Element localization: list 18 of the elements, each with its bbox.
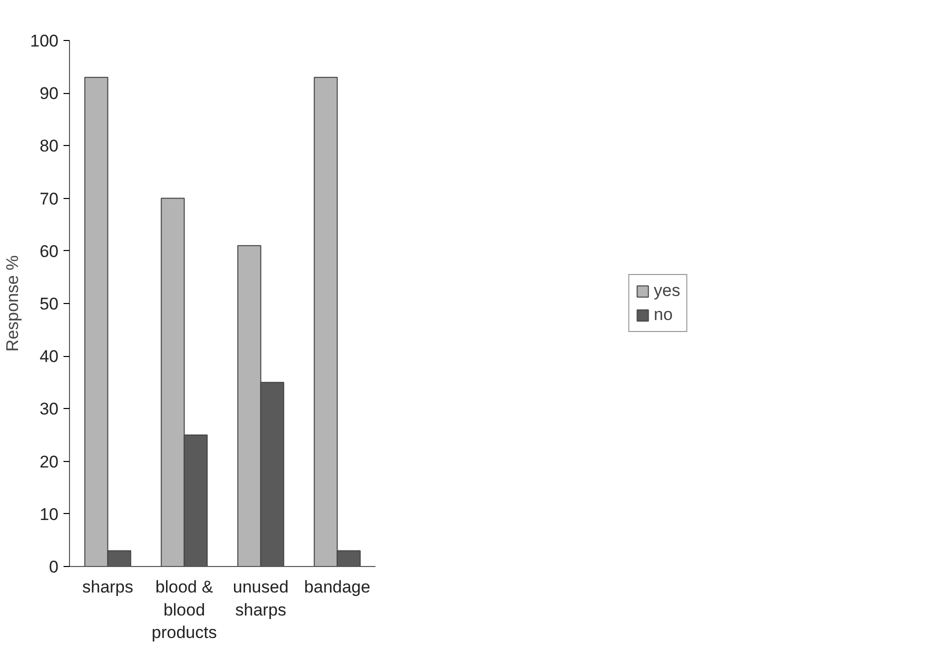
y-tick-label: 50 — [40, 294, 59, 314]
y-tick-label: 80 — [40, 136, 59, 156]
y-axis-title: Response % — [3, 255, 22, 352]
legend-label: no — [654, 305, 674, 325]
y-tick-label: 70 — [40, 189, 59, 208]
legend-label: yes — [654, 281, 680, 301]
y-tick-label: 90 — [40, 84, 59, 104]
x-tick-label: bandage — [304, 578, 370, 596]
y-tick-label: 20 — [40, 452, 59, 472]
x-tick-label: unused sharps — [232, 578, 289, 620]
y-tick-label: 0 — [49, 558, 59, 576]
y-tick-label: 30 — [40, 400, 59, 419]
y-tick-label: 10 — [40, 504, 59, 524]
y-tick-label: 60 — [40, 242, 59, 261]
y-tick-label: 100 — [30, 32, 59, 50]
y-tick-label: 40 — [40, 347, 59, 366]
x-tick-label: blood & blood products — [152, 578, 217, 642]
x-tick-label: sharps — [82, 578, 134, 596]
